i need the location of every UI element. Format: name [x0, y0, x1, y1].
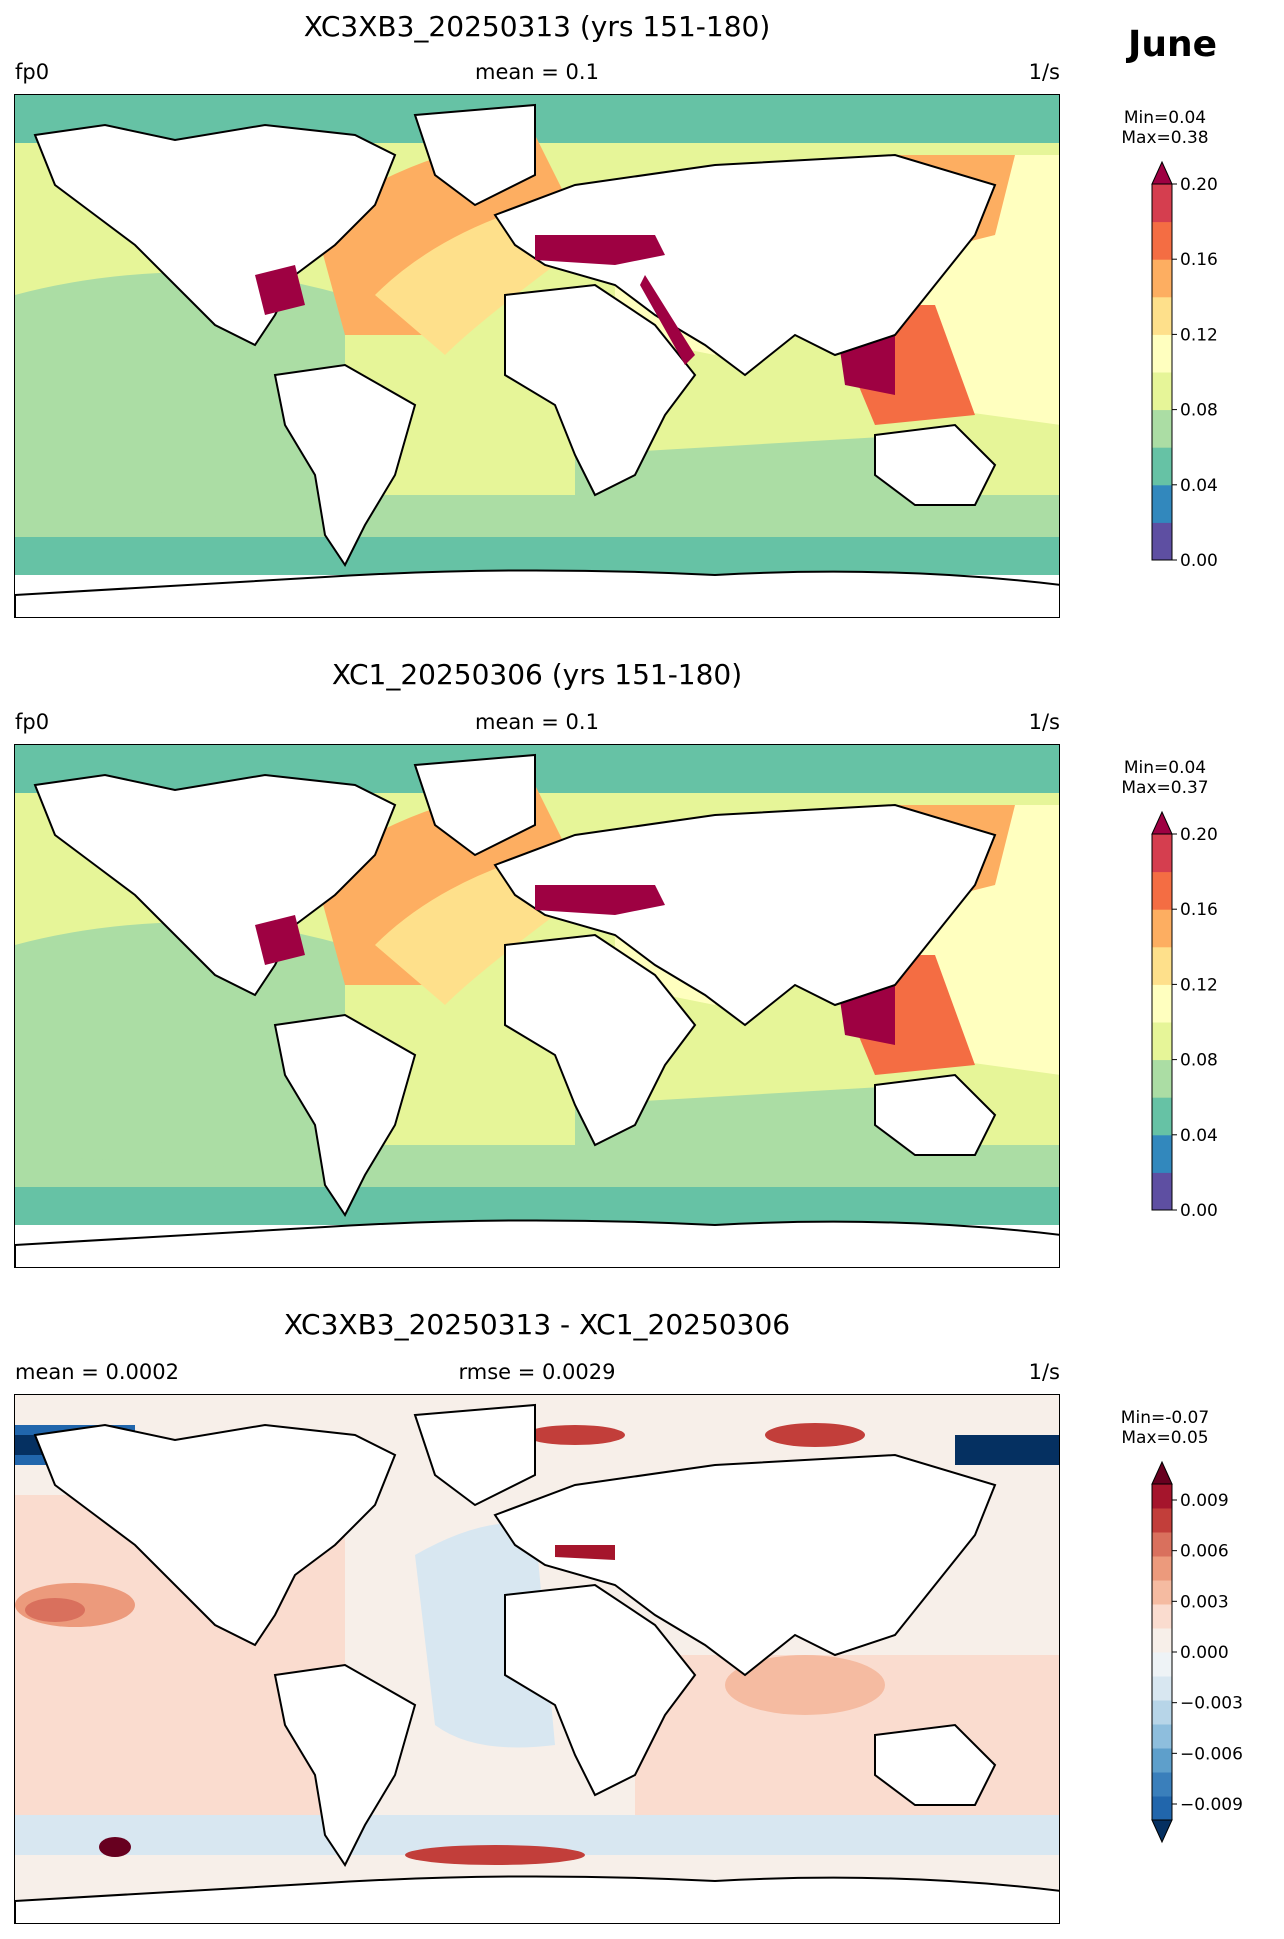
- colorbar-tick-label: 0.16: [1180, 250, 1218, 270]
- colorbar-swatch: [1152, 1484, 1172, 1509]
- colorbar-tick-label: 0.20: [1180, 175, 1218, 195]
- panel-2-mean-label: mean = 0.1: [475, 710, 599, 734]
- colorbar-swatch: [1152, 1022, 1172, 1061]
- colorbar-swatch: [1152, 221, 1172, 260]
- panel-1-title: XC3XB3_20250313 (yrs 151-180): [303, 10, 771, 43]
- colorbar-swatch: [1152, 1748, 1172, 1773]
- colorbar-tick-label: −0.009: [1180, 1795, 1243, 1815]
- colorbar-swatch: [1152, 1772, 1172, 1797]
- colorbar-swatch: [1152, 1724, 1172, 1749]
- colorbar-swatch: [1152, 1676, 1172, 1701]
- colorbar-swatch: [1152, 984, 1172, 1023]
- colorbar-swatch: [1152, 334, 1172, 373]
- panel-2-variable-label: fp0: [15, 710, 50, 734]
- colorbar-swatch: [1152, 259, 1172, 298]
- colorbar-swatch: [1152, 372, 1172, 411]
- panel-1-mean-label: mean = 0.1: [475, 60, 599, 84]
- colorbar-swatch: [1152, 909, 1172, 948]
- colorbar-tick-label: 0.04: [1180, 476, 1218, 496]
- panel-3-max-label: Max=0.05: [1121, 1428, 1209, 1448]
- colorbar-swatch: [1152, 1532, 1172, 1557]
- colorbar-swatch: [1152, 1652, 1172, 1677]
- colorbar-tick-label: 0.20: [1180, 825, 1218, 845]
- colorbar-swatch: [1152, 522, 1172, 561]
- colorbar-swatch: [1152, 834, 1172, 873]
- colorbar-swatch: [1152, 1172, 1172, 1211]
- colorbar-tick-label: −0.006: [1180, 1744, 1243, 1764]
- panel-3-colorbar: 0.009 0.006 0.003 0.000 −0.003 −0.006 −0.009: [1151, 1460, 1243, 1844]
- colorbar-tick-label: 0.009: [1180, 1491, 1229, 1511]
- colorbar-swatch: [1152, 871, 1172, 910]
- panel-1-variable-label: fp0: [15, 60, 50, 84]
- colorbar-swatch: [1152, 184, 1172, 223]
- colorbar-tick-label: 0.04: [1180, 1126, 1218, 1146]
- panel-2-min-label: Min=0.04: [1123, 758, 1207, 778]
- colorbar-tick-label: 0.003: [1180, 1592, 1229, 1612]
- colorbar-swatch: [1152, 1628, 1172, 1653]
- colorbar-swatch: [1152, 1059, 1172, 1098]
- colorbar-extend-max: [1151, 160, 1173, 185]
- colorbar-outline: [1151, 183, 1173, 561]
- panel-3-rmse-label: rmse = 0.0029: [458, 1360, 616, 1384]
- month-label: June: [1128, 24, 1218, 65]
- panel-3-units-label: 1/s: [1028, 1360, 1060, 1384]
- colorbar-swatch: [1152, 484, 1172, 523]
- colorbar-swatch: [1152, 1580, 1172, 1605]
- colorbar-swatch: [1152, 1796, 1172, 1821]
- colorbar-tick-label: −0.003: [1180, 1694, 1243, 1714]
- panel-1-units-label: 1/s: [1028, 60, 1060, 84]
- panel-2-units-label: 1/s: [1028, 710, 1060, 734]
- colorbar-tick-label: 0.00: [1180, 1201, 1218, 1220]
- panel-1-map: [14, 94, 1060, 618]
- colorbar-tick-label: 0.00: [1180, 551, 1218, 570]
- panel-3-map: [14, 1394, 1060, 1924]
- colorbar-tick-label: 0.12: [1180, 975, 1218, 995]
- panel-1-max-label: Max=0.38: [1121, 128, 1209, 148]
- colorbar-tick-label: 0.08: [1180, 401, 1218, 421]
- colorbar-tick-label: 0.006: [1180, 1542, 1229, 1562]
- colorbar-swatch: [1152, 447, 1172, 486]
- colorbar-extend-max: [1151, 1460, 1173, 1485]
- colorbar-tick-label: 0.000: [1180, 1643, 1229, 1663]
- colorbar-swatch: [1152, 1556, 1172, 1581]
- colorbar-swatch: [1152, 946, 1172, 985]
- colorbar-swatch: [1152, 1134, 1172, 1173]
- panel-1-colorbar: 0.00 0.04 0.08 0.12 0.16 0.20: [1151, 160, 1218, 570]
- panel-2-colorbar: 0.00 0.04 0.08 0.12 0.16 0.20: [1151, 810, 1218, 1220]
- colorbar-swatch: [1152, 296, 1172, 335]
- panel-2-title: XC1_20250306 (yrs 151-180): [331, 658, 743, 691]
- colorbar-extend-min: [1151, 1819, 1173, 1844]
- panel-1-min-label: Min=0.04: [1123, 108, 1207, 128]
- colorbar-swatch: [1152, 1097, 1172, 1136]
- colorbar-outline: [1151, 833, 1173, 1211]
- colorbar-swatch: [1152, 1508, 1172, 1533]
- panel-3-min-label: Min=-0.07: [1120, 1408, 1210, 1428]
- colorbar-tick-label: 0.12: [1180, 325, 1218, 345]
- panel-2-max-label: Max=0.37: [1121, 778, 1209, 798]
- colorbar-swatch: [1152, 1700, 1172, 1725]
- colorbar-swatch: [1152, 1604, 1172, 1629]
- colorbar-tick-label: 0.08: [1180, 1051, 1218, 1071]
- colorbar-swatch: [1152, 409, 1172, 448]
- colorbar-tick-label: 0.16: [1180, 900, 1218, 920]
- panel-3-mean-label: mean = 0.0002: [15, 1360, 179, 1384]
- colorbar-extend-max: [1151, 810, 1173, 835]
- panel-3-title: XC3XB3_20250313 - XC1_20250306: [283, 1308, 791, 1341]
- panel-2-map: [14, 744, 1060, 1268]
